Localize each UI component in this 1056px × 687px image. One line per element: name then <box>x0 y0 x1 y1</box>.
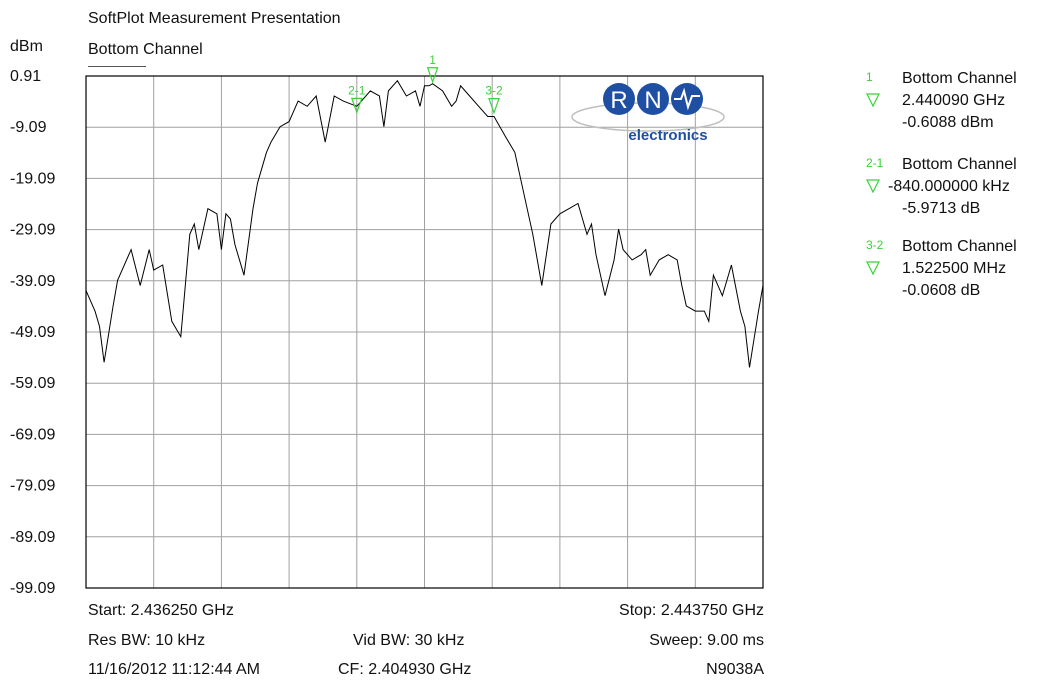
y-tick-label: -49.09 <box>10 324 55 341</box>
marker-legend-name: Bottom Channel <box>902 238 1017 255</box>
app-title: SoftPlot Measurement Presentation <box>88 10 341 27</box>
trace-layer <box>85 79 764 368</box>
marker-triangle-icon <box>866 93 880 108</box>
logo-circle-r <box>603 83 635 115</box>
y-tick-label: 0.91 <box>10 68 41 85</box>
marker-legend-name: Bottom Channel <box>902 156 1017 173</box>
y-tick-label: -19.09 <box>10 170 55 187</box>
y-tick-label: -29.09 <box>10 222 55 239</box>
logo: R N electronics <box>571 83 725 144</box>
marker-legend-value2: -0.0608 dB <box>902 282 981 299</box>
start-frequency: Start: 2.436250 GHz <box>88 602 234 619</box>
marker-triangle-icon <box>488 98 500 115</box>
timestamp: 11/16/2012 11:12:44 AM <box>88 661 260 678</box>
logo-letter-r: R <box>610 87 627 114</box>
y-tick-label: -69.09 <box>10 426 55 443</box>
marker-layer: 1 2-1 3-2 <box>348 53 503 115</box>
marker-legend-value1: 2.440090 GHz <box>902 92 1006 109</box>
logo-wave-icon <box>674 87 700 111</box>
marker-triangle-icon <box>426 67 439 84</box>
trace-name: Bottom Channel <box>88 41 203 58</box>
marker-2-1: 2-1 <box>348 83 366 115</box>
y-tick-label: -9.09 <box>10 119 47 136</box>
marker-legend-value2: -0.6088 dBm <box>902 114 994 131</box>
marker-legend-id: 1 <box>866 70 873 84</box>
marker-legend-value1: 1.522500 MHz <box>902 260 1007 277</box>
y-tick-label: -99.09 <box>10 580 55 597</box>
marker-3-2: 3-2 <box>485 84 503 115</box>
marker-label: 1 <box>429 53 436 67</box>
marker-1: 1 <box>426 53 439 84</box>
plot-grid <box>85 75 764 589</box>
marker-legend-name: Bottom Channel <box>902 70 1017 87</box>
marker-triangle-icon <box>866 179 880 194</box>
y-tick-label: -79.09 <box>10 478 55 495</box>
y-tick-label: -59.09 <box>10 375 55 392</box>
sweep-time: Sweep: 9.00 ms <box>649 632 764 649</box>
marker-triangle-icon <box>350 97 363 115</box>
center-frequency: CF: 2.404930 GHz <box>338 661 472 678</box>
stop-frequency: Stop: 2.443750 GHz <box>619 602 764 619</box>
logo-subtitle: electronics <box>628 127 707 144</box>
y-tick-labels: 0.91 -9.09 -19.09 -29.09 -39.09 -49.09 -59.09 -… <box>10 68 55 597</box>
marker-triangle-icon <box>866 261 880 276</box>
marker-legend-value1: -840.000000 kHz <box>888 178 1010 195</box>
marker-label: 2-1 <box>348 83 366 97</box>
vid-bw: Vid BW: 30 kHz <box>353 632 465 649</box>
logo-letter-n: N <box>644 87 661 114</box>
trace-name-underline <box>88 66 146 67</box>
y-tick-label: -89.09 <box>10 529 55 546</box>
marker-legend-id: 3-2 <box>866 238 884 252</box>
logo-circle-n <box>637 83 669 115</box>
instrument-model: N9038A <box>706 661 764 678</box>
res-bw: Res BW: 10 kHz <box>88 632 206 649</box>
marker-legend-id: 2-1 <box>866 156 884 170</box>
y-unit-label: dBm <box>10 38 43 55</box>
y-tick-label: -39.09 <box>10 273 55 290</box>
marker-legend-value2: -5.9713 dB <box>902 200 981 217</box>
spectrum-trace <box>85 79 764 368</box>
marker-label: 3-2 <box>485 84 503 98</box>
plot-frame <box>85 75 764 589</box>
